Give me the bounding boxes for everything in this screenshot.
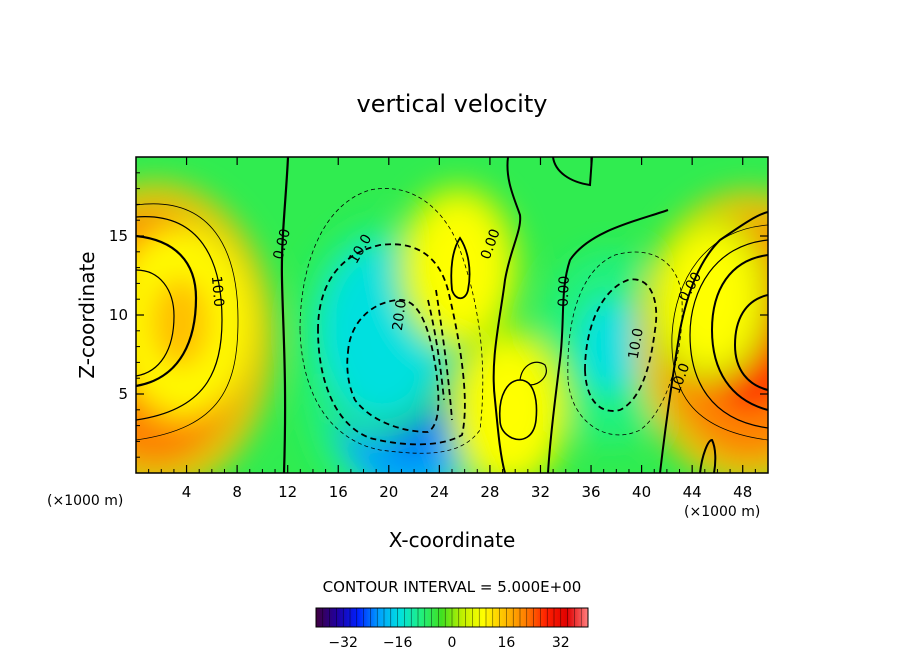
contour-line — [567, 251, 683, 436]
contour-line — [547, 209, 669, 473]
contour-line — [689, 239, 768, 429]
contour-label: 0.00 — [271, 227, 295, 261]
x-tick-label: 32 — [531, 483, 550, 501]
contour-line — [280, 157, 290, 473]
x-tick-label: 40 — [632, 483, 651, 501]
colorbar-tick-label: 32 — [552, 635, 570, 651]
contour-line — [136, 203, 239, 441]
x-tick-label: 36 — [581, 483, 600, 501]
field-core — [150, 276, 211, 370]
field-core — [432, 226, 485, 309]
contour-line — [699, 438, 717, 473]
colorbar-tick-label: 16 — [497, 635, 515, 651]
colorbar-tick-label: −32 — [328, 635, 358, 651]
colorbar-tick-label: 0 — [448, 635, 457, 651]
contour-line — [346, 299, 440, 433]
contour-label: 10.0 — [626, 327, 647, 360]
field-core — [482, 368, 536, 451]
colorbar-ticks: −32 −16 0 16 32 — [322, 608, 582, 651]
velocity-field — [136, 181, 768, 473]
contour-line — [710, 254, 768, 411]
x-origin-unit-label: (×1000 m) — [47, 493, 123, 509]
contour-label-text: 10.0 — [208, 275, 227, 307]
field-core — [684, 258, 738, 341]
contour-label-text: 10.0 — [626, 327, 647, 360]
colorbar-tick-label: −16 — [383, 635, 413, 651]
x-tick-label: 44 — [683, 483, 702, 501]
x-tick-label: 28 — [480, 483, 499, 501]
contour-line — [498, 379, 538, 441]
contour-line — [552, 157, 593, 187]
contour-label-text: 20.0 — [390, 299, 410, 332]
contour-line — [659, 211, 768, 473]
contour-label: 10.0 — [208, 275, 227, 307]
z-axis-label: Z-coordinate — [75, 251, 99, 378]
contour-line — [519, 361, 547, 386]
contour-label-text: 0.00 — [271, 227, 295, 261]
contour-line — [136, 216, 223, 421]
contour-line — [450, 236, 471, 300]
x-axis-label: X-coordinate — [389, 528, 516, 552]
contour-line — [136, 269, 175, 377]
x-tick-label: 48 — [733, 483, 752, 501]
contour-label: 0.00 — [556, 275, 573, 307]
x-tick-label: 16 — [329, 483, 348, 501]
chart-title: vertical velocity — [357, 90, 548, 118]
x-tick-label: 20 — [379, 483, 398, 501]
contour-line — [492, 157, 522, 473]
x-tick-label: 12 — [278, 483, 297, 501]
contour-line — [299, 188, 484, 454]
contour-label: 20.0 — [390, 299, 410, 332]
field-core — [580, 299, 640, 394]
x-tick-label: 24 — [430, 483, 449, 501]
contour-line — [733, 294, 768, 391]
contour-line — [584, 278, 658, 412]
contour-line — [435, 289, 453, 421]
x-axis-unit-label: (×1000 m) — [684, 504, 760, 520]
contour-interval-text: CONTOUR INTERVAL = 5.000E+00 — [323, 578, 582, 596]
z-tick-label: 5 — [118, 385, 128, 403]
z-tick-label: 10 — [109, 306, 128, 324]
colorbar: −32 −16 0 16 32 — [315, 607, 589, 651]
field-core — [348, 278, 417, 384]
z-tick-label: 15 — [109, 227, 128, 245]
x-tick-label: 4 — [182, 483, 192, 501]
contour-line — [136, 234, 198, 388]
contour-label-text: 0.00 — [556, 275, 573, 307]
x-tick-label: 8 — [232, 483, 242, 501]
contour-line — [317, 243, 466, 446]
contour-lines — [136, 157, 768, 473]
